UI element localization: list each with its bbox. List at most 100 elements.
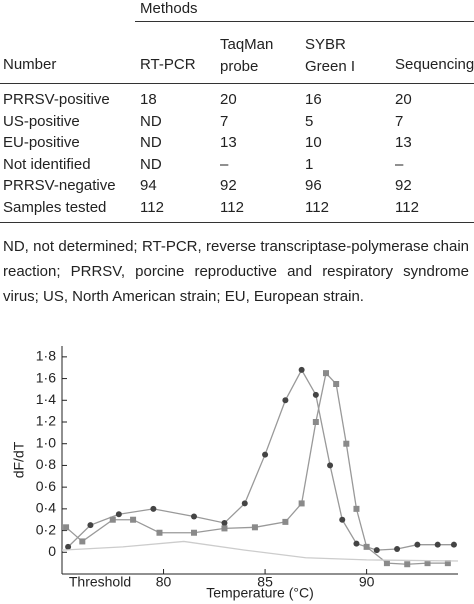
point xyxy=(65,543,72,550)
point xyxy=(109,516,116,523)
point xyxy=(363,543,370,550)
point xyxy=(312,419,319,425)
table-cell: ND xyxy=(140,134,162,151)
table-cell: 18 xyxy=(140,91,157,108)
table-cell: 92 xyxy=(395,177,412,194)
table-cell: PRRSV-negative xyxy=(3,177,116,194)
point xyxy=(282,518,289,525)
point xyxy=(241,500,248,507)
column-header: Number xyxy=(3,56,57,73)
point xyxy=(191,529,197,536)
table-cell: 20 xyxy=(395,91,412,108)
series-line xyxy=(67,368,454,551)
table-cell: – xyxy=(220,155,229,173)
point xyxy=(282,397,289,404)
y-tick-label: 0 xyxy=(48,543,56,559)
column-header: TaqMan probe xyxy=(220,36,274,75)
table-cell: 13 xyxy=(395,134,412,151)
point xyxy=(298,500,305,507)
rule xyxy=(0,83,474,84)
point xyxy=(312,391,319,398)
point xyxy=(221,519,228,526)
point xyxy=(450,541,457,548)
column-header: Sequencing xyxy=(395,56,474,73)
y-tick-label: 1·8 xyxy=(36,348,56,364)
table-cell: 1 xyxy=(305,155,314,173)
point xyxy=(191,513,197,520)
table-cell: 7 xyxy=(395,112,404,130)
group-header: Methods xyxy=(140,0,198,17)
table-cell: EU-positive xyxy=(3,134,80,151)
table-cell: 20 xyxy=(220,91,237,108)
table-cell: 96 xyxy=(305,177,322,194)
table-cell: 112 xyxy=(140,198,164,216)
y-tick-label: 0·2 xyxy=(36,521,56,537)
point xyxy=(343,440,350,447)
chart: dF/dT Temperature (°C) 0 0·2 0·4 0·6 0·8 1·0 1… xyxy=(11,346,459,601)
x-tick-label: 90 xyxy=(359,574,375,590)
table-cell: 16 xyxy=(305,91,322,108)
y-tick-label: 0·8 xyxy=(36,456,56,472)
point xyxy=(373,547,380,554)
column-header: RT-PCR xyxy=(140,56,196,73)
footnote: ND, not determined; RT-PCR, reverse tran… xyxy=(3,238,469,305)
point xyxy=(87,522,94,529)
rule xyxy=(135,21,474,22)
point xyxy=(333,381,340,387)
table-cell: 112 xyxy=(220,198,244,216)
point xyxy=(327,462,334,469)
table-cell: 5 xyxy=(305,112,314,130)
table-cell: 112 xyxy=(395,198,419,216)
series-label: Threshold xyxy=(69,574,131,590)
point xyxy=(339,516,346,523)
point xyxy=(394,546,401,553)
table-cell: – xyxy=(395,155,404,173)
x-tick-label: 80 xyxy=(156,574,172,590)
point xyxy=(251,524,258,531)
point xyxy=(424,560,431,567)
rule xyxy=(0,222,474,223)
point xyxy=(221,525,228,532)
table-cell: ND xyxy=(140,112,162,130)
y-tick-label: 0·4 xyxy=(36,500,56,516)
y-tick-label: 0·6 xyxy=(36,478,56,494)
point xyxy=(156,529,163,536)
y-tick-label: 1·6 xyxy=(36,369,56,385)
point xyxy=(444,560,451,567)
point xyxy=(130,516,137,523)
point xyxy=(353,540,360,547)
y-tick-label: 1·2 xyxy=(36,413,56,429)
point xyxy=(298,366,305,373)
table-cell: PRRSV-positive xyxy=(3,91,110,108)
point xyxy=(414,541,421,548)
table-cell: US-positive xyxy=(3,112,80,130)
point xyxy=(323,370,329,377)
point xyxy=(353,505,360,512)
table-cell: 13 xyxy=(220,134,237,151)
point xyxy=(79,538,86,545)
point xyxy=(262,451,269,458)
table-cell: Samples tested xyxy=(3,198,107,216)
column-header: SYBR Green I xyxy=(305,36,356,75)
y-tick-label: 1·0 xyxy=(36,434,56,450)
x-tick-label: 85 xyxy=(257,574,273,590)
point xyxy=(63,524,70,531)
point xyxy=(434,541,441,548)
table-cell: 92 xyxy=(220,177,237,194)
point xyxy=(150,505,157,512)
series-line xyxy=(65,371,448,565)
table-cell: 112 xyxy=(305,198,329,216)
point xyxy=(404,561,411,568)
series-line xyxy=(61,540,459,562)
point xyxy=(383,560,390,567)
y-axis-label: dF/dT xyxy=(11,441,27,478)
table-cell: 10 xyxy=(305,134,322,151)
x-axis-label: Temperature (°C) xyxy=(206,585,314,601)
y-tick-label: 1·4 xyxy=(36,391,56,407)
point xyxy=(115,511,122,518)
table-cell: 7 xyxy=(220,112,229,130)
table-cell: ND xyxy=(140,155,162,173)
table-cell: 94 xyxy=(140,177,157,194)
table-cell: Not identified xyxy=(3,155,91,173)
